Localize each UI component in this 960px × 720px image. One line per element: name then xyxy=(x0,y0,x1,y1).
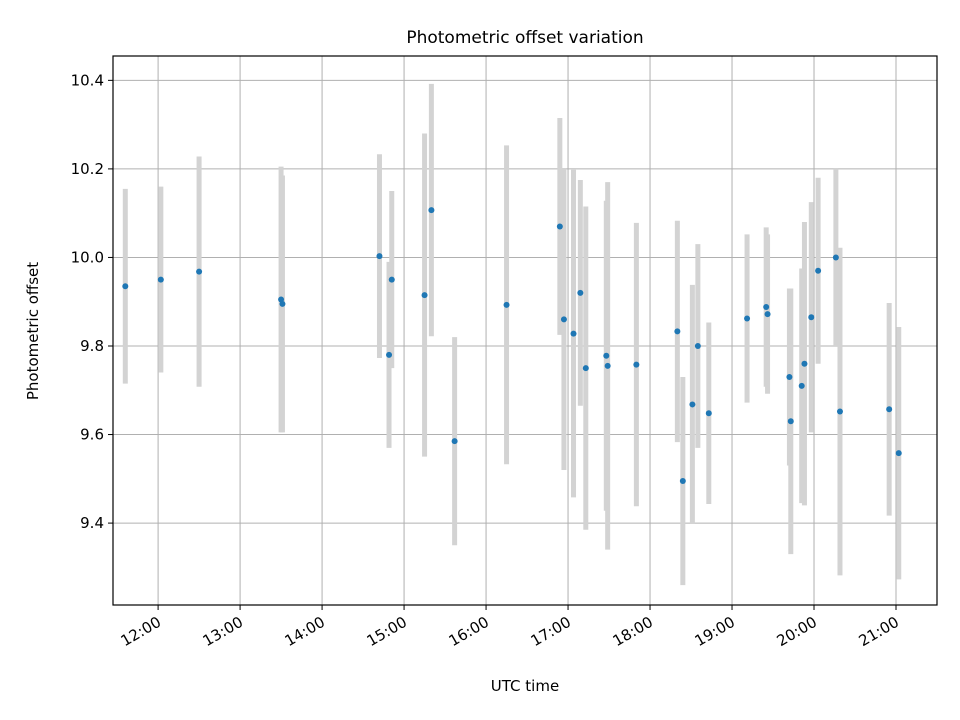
data-point xyxy=(451,438,458,445)
data-point xyxy=(421,292,428,299)
plot-area-frame xyxy=(112,55,938,606)
data-point xyxy=(689,401,696,408)
data-point xyxy=(560,316,567,323)
y-tick-label: 9.4 xyxy=(80,514,104,532)
data-point xyxy=(604,362,611,369)
data-point xyxy=(764,311,771,318)
grid-lines xyxy=(113,56,937,605)
data-point xyxy=(603,352,610,359)
data-point xyxy=(786,373,793,380)
data-point xyxy=(815,267,822,274)
data-point xyxy=(798,382,805,389)
data-point xyxy=(386,351,393,358)
data-point xyxy=(694,342,701,349)
data-point xyxy=(570,330,577,337)
y-tick-label: 10.2 xyxy=(71,160,104,178)
data-point xyxy=(763,304,770,311)
y-tick-label: 10.4 xyxy=(71,71,104,89)
data-point xyxy=(836,408,843,415)
data-point xyxy=(886,406,893,413)
data-point xyxy=(801,360,808,367)
data-point xyxy=(832,254,839,261)
data-point xyxy=(787,418,794,425)
data-point xyxy=(503,301,510,308)
data-point xyxy=(808,314,815,321)
y-tick-label: 9.8 xyxy=(80,337,104,355)
data-point xyxy=(674,328,681,335)
data-point xyxy=(705,410,712,417)
x-axis-label: UTC time xyxy=(491,677,559,695)
data-point xyxy=(196,268,203,275)
y-tick-label: 10.0 xyxy=(71,248,104,266)
data-point xyxy=(376,253,383,260)
chart-title: Photometric offset variation xyxy=(406,28,643,48)
data-point xyxy=(577,289,584,296)
data-point xyxy=(388,276,395,283)
data-point xyxy=(428,207,435,214)
data-point xyxy=(582,365,589,372)
data-point xyxy=(895,450,902,457)
data-point xyxy=(122,283,129,290)
data-points xyxy=(122,207,902,485)
data-point xyxy=(744,315,751,322)
data-point xyxy=(633,361,640,368)
data-point xyxy=(556,223,563,230)
data-point xyxy=(679,478,686,485)
data-point xyxy=(279,300,286,307)
y-axis-label: Photometric offset xyxy=(24,262,42,400)
y-tick-label: 9.6 xyxy=(80,426,104,444)
data-point xyxy=(157,276,164,283)
